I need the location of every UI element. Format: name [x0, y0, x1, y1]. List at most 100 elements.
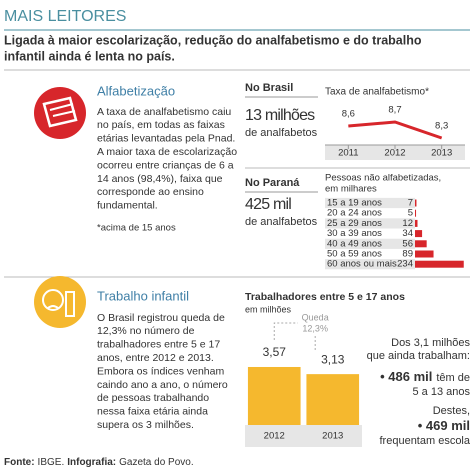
summary-text: têm de	[436, 372, 470, 384]
value-label: 234	[397, 259, 413, 270]
title-line: Ligada à maior escolarização, redução do…	[4, 33, 422, 47]
paragraph-line: supera os 3 milhões.	[97, 419, 194, 431]
note: *acima de 15 anos	[97, 223, 176, 234]
paragraph-line: no país, em todas as faixas	[97, 119, 225, 131]
bar	[415, 199, 417, 207]
title-line: infantil ainda é lenta no país.	[4, 49, 175, 63]
kicker: MAIS LEITORES	[4, 8, 126, 25]
summary-text: Dos 3,1 milhões	[391, 337, 470, 349]
category-label: 50 a 59 anos	[327, 249, 382, 260]
value-label: 89	[402, 249, 413, 260]
big-number: 13 milhões	[245, 107, 315, 124]
big-number: 425 mil	[245, 196, 291, 213]
summary-text: que ainda trabalham:	[367, 350, 470, 362]
chart-title: Taxa de analfabetismo*	[325, 87, 429, 98]
category-label: 20 a 24 anos	[327, 208, 382, 219]
chart-subtitle: em milhares	[325, 184, 377, 195]
paragraph-line: A taxa de analfabetismo caiu	[97, 106, 231, 118]
x-tick-label: 2012	[264, 431, 285, 442]
summary-value: 469 mil	[426, 418, 470, 433]
value-label: 7	[408, 198, 413, 209]
bar	[415, 209, 417, 217]
value-label: 56	[402, 238, 413, 249]
x-tick-label: 2013	[322, 431, 343, 442]
bar	[415, 219, 418, 227]
category-label: 15 a 19 anos	[327, 198, 382, 209]
axis-band	[245, 425, 362, 447]
x-tick-label: 2012	[384, 148, 405, 159]
icon-literacy	[34, 87, 86, 139]
bar	[415, 260, 464, 268]
x-tick-label: 2013	[431, 148, 452, 159]
paragraph-line: O Brasil registrou queda de	[97, 312, 225, 324]
annotation: Queda	[302, 312, 329, 322]
paragraph-line: fundamental.	[97, 200, 158, 212]
icon-shape	[42, 96, 78, 128]
icon-labor	[34, 276, 86, 328]
value-label: 5	[408, 208, 413, 219]
x-tick-label: 2011	[338, 148, 358, 159]
bar	[306, 374, 360, 425]
summary-text: Destes,	[433, 405, 470, 417]
icon-shape	[42, 289, 64, 311]
paragraph-line: de pessoas trabalhando	[97, 392, 209, 404]
chart-title: Trabalhadores entre 5 e 17 anos	[245, 291, 405, 303]
summary-value: •	[418, 418, 426, 433]
value-label: 8,6	[342, 109, 355, 120]
bar	[415, 240, 427, 248]
paragraph-line: nessa faixa etária ainda	[97, 406, 208, 418]
section-title: Alfabetização	[97, 83, 175, 98]
category-label: 25 a 29 anos	[327, 218, 382, 229]
big-number-text: de analfabetos	[245, 216, 318, 228]
summary-text: frequentam escola	[380, 435, 471, 447]
paragraph-line: Embora os índices venham	[97, 365, 224, 377]
footer-label: Fonte:	[4, 457, 35, 468]
value-label: 8,7	[388, 105, 401, 116]
value-label: 3,13	[321, 352, 345, 366]
row-bg	[325, 218, 415, 229]
summary-line: • 486 mil têm de	[380, 369, 470, 384]
value-label: 3,57	[263, 345, 287, 359]
icon-shape	[49, 103, 76, 117]
summary-value: 486 mil	[388, 369, 432, 384]
paragraph-line: anos, entre 2012 e 2013.	[97, 352, 214, 364]
category-label: 60 anos ou mais	[327, 259, 397, 270]
paragraph-line: caindo ano a ano, o número	[97, 379, 228, 391]
footer-text: IBGE.	[38, 457, 65, 468]
paragraph-line: 14 anos (98,4%), faixa que	[97, 173, 223, 185]
label: No Paraná	[245, 177, 300, 189]
paragraph-line: trabalhadores entre 5 e 17	[97, 339, 220, 351]
plot-bg	[325, 145, 465, 160]
icon-shape	[47, 291, 75, 317]
row-bg	[325, 238, 415, 249]
big-number-text: de analfabetos	[245, 127, 318, 139]
section-title: Trabalho infantil	[97, 288, 189, 303]
value-label: 8,3	[435, 121, 448, 132]
annotation-arrow	[273, 322, 316, 350]
bar	[415, 230, 423, 238]
summary-text: 5 a 13 anos	[413, 386, 471, 398]
annotation: 12,3%	[302, 323, 328, 333]
bar	[415, 250, 434, 258]
footer-label: Infografia:	[67, 457, 116, 468]
value-label: 34	[402, 228, 413, 239]
summary-value: •	[380, 369, 388, 384]
paragraph-line: ocorreu entre crianças de 6 a	[97, 159, 234, 171]
row-bg	[325, 259, 415, 270]
paragraph-line: corresponde ao ensino	[97, 186, 204, 198]
summary-line: • 469 mil	[418, 418, 470, 433]
chart-subtitle: em milhões	[245, 304, 292, 314]
paragraph-line: 12,3% no número de	[97, 325, 195, 337]
label: No Brasil	[245, 82, 293, 94]
paragraph-line: etárias levantadas pela Pnad.	[97, 133, 235, 145]
bar	[247, 366, 301, 425]
value-label: 12	[402, 218, 413, 229]
category-label: 30 a 39 anos	[327, 228, 382, 239]
line	[348, 120, 443, 140]
footer: Fonte: IBGE. Infografia: Gazeta do Povo.	[4, 457, 194, 468]
category-label: 40 a 49 anos	[327, 238, 382, 249]
paragraph-line: A maior taxa de escolarização	[97, 146, 237, 158]
row-bg	[325, 197, 415, 209]
chart-title: Pessoas não alfabetizadas,	[325, 173, 441, 184]
